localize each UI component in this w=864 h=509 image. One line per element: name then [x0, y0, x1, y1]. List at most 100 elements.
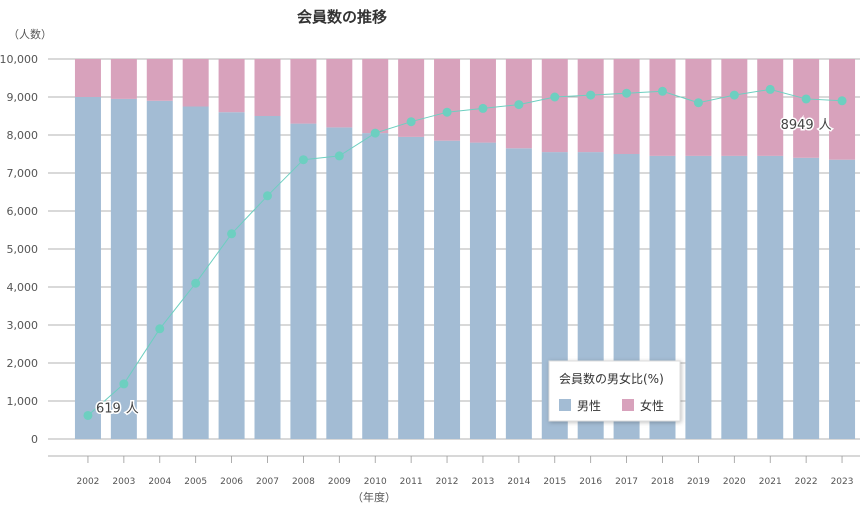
bar-segment-female — [469, 59, 496, 143]
data-point — [442, 107, 452, 117]
bar-segment-male — [182, 106, 209, 439]
y-tick-label: 0 — [31, 433, 38, 446]
bar-segment-female — [254, 59, 281, 116]
x-axis: 2002 2003 2004 2005 2006 2007 2008 2009 2010 2011… — [48, 455, 860, 487]
bar-segment-male — [685, 155, 712, 439]
x-tick-label: 2021 — [759, 477, 782, 487]
x-tick-label: 2023 — [831, 477, 854, 487]
x-axis-label: （年度） — [352, 490, 396, 504]
x-tick-label: 2010 — [364, 477, 387, 487]
data-point — [406, 117, 416, 127]
bar-segment-male — [362, 133, 389, 439]
bar-segment-female — [685, 59, 712, 156]
x-tick-label: 2017 — [615, 477, 638, 487]
data-point — [191, 278, 201, 288]
y-tick-label: 7,000 — [7, 167, 39, 180]
bar-segment-male — [434, 140, 461, 439]
data-point — [119, 379, 129, 389]
bar-segment-male — [398, 136, 425, 439]
bar-segment-female — [649, 59, 676, 156]
bar-segment-female — [326, 59, 353, 128]
y-tick-label: 10,000 — [0, 53, 38, 66]
data-point — [227, 229, 237, 239]
bar-segment-female — [110, 59, 137, 99]
bar-segment-female — [577, 59, 604, 153]
callout-unit: 人 — [819, 118, 832, 133]
x-tick-label: 2013 — [472, 477, 495, 487]
x-tick-label: 2018 — [651, 477, 674, 487]
bar-segment-male — [326, 127, 353, 440]
data-point — [801, 94, 811, 104]
legend-swatch-male — [559, 399, 571, 411]
bar-segment-female — [757, 59, 784, 156]
bar-segment-female — [182, 59, 209, 107]
bar-segment-female — [613, 59, 640, 154]
data-point — [370, 128, 380, 138]
bar-segment-male — [74, 97, 101, 439]
data-point — [155, 324, 165, 334]
callouts: 619 人 8949 人 — [94, 116, 833, 418]
data-point — [83, 410, 93, 420]
y-tick-label: 2,000 — [7, 357, 39, 370]
data-point — [263, 191, 272, 201]
bar-segment-female — [541, 59, 568, 153]
legend: 会員数の男女比(%) 男性 女性 — [548, 360, 681, 422]
bar-segment-female — [290, 59, 317, 124]
legend-label-female: 女性 — [640, 398, 664, 413]
bar-segment-male — [829, 159, 856, 439]
bar-segment-male — [146, 100, 173, 440]
data-point — [765, 84, 775, 94]
legend-swatch-female — [622, 399, 634, 411]
x-tick-label: 2015 — [543, 477, 566, 487]
bar-segment-female — [721, 59, 748, 156]
x-tick-label: 2006 — [220, 477, 243, 487]
member-count-line — [83, 84, 847, 420]
x-tick-label: 2011 — [400, 477, 423, 487]
y-tick-label: 5,000 — [7, 243, 39, 256]
x-tick-label: 2009 — [328, 477, 351, 487]
bar-segment-male — [757, 155, 784, 439]
x-tick-label: 2022 — [795, 477, 818, 487]
data-point — [837, 96, 847, 106]
x-tick-label: 2007 — [256, 477, 279, 487]
x-tick-label: 2004 — [148, 477, 171, 487]
y-tick-label: 1,000 — [7, 395, 39, 408]
bar-segment-male — [793, 157, 820, 440]
y-tick-label: 6,000 — [7, 205, 39, 218]
bar-segment-male — [218, 112, 245, 439]
x-tick-label: 2005 — [184, 477, 207, 487]
y-unit-label: （人数） — [8, 28, 52, 41]
x-tick-label: 2008 — [292, 477, 315, 487]
x-tick-label: 2020 — [723, 477, 746, 487]
x-tick-label: 2012 — [436, 477, 459, 487]
x-tick-label: 2003 — [112, 477, 135, 487]
value-callout: 8949 人 — [781, 118, 832, 133]
bar-segment-female — [146, 59, 173, 101]
x-tick-label: 2016 — [579, 477, 602, 487]
y-axis: 0 1,000 2,000 3,000 4,000 5,000 6,000 7,000 8,00… — [0, 53, 38, 446]
data-point — [514, 100, 524, 110]
member-line — [87, 88, 843, 416]
bar-segment-male — [469, 142, 496, 439]
chart-title: 会員数の推移 — [297, 8, 387, 26]
bar-segment-male — [505, 148, 532, 440]
data-point — [478, 103, 488, 113]
bar-segment-female — [362, 59, 389, 134]
bar-segment-female — [434, 59, 461, 141]
bars — [74, 59, 856, 440]
bar-segment-female — [829, 59, 856, 160]
y-tick-label: 9,000 — [7, 91, 39, 104]
data-point — [550, 92, 560, 102]
legend-label-male: 男性 — [577, 399, 601, 413]
data-point — [334, 151, 344, 161]
bar-segment-male — [254, 116, 281, 439]
data-point — [622, 88, 632, 98]
legend-title: 会員数の男女比(%) — [559, 371, 664, 386]
callout-value: 619 — [96, 401, 121, 416]
x-tick-label: 2014 — [507, 477, 530, 487]
bar-segment-male — [721, 155, 748, 439]
data-point — [693, 98, 703, 108]
y-tick-label: 8,000 — [7, 129, 39, 142]
data-point — [658, 86, 667, 96]
